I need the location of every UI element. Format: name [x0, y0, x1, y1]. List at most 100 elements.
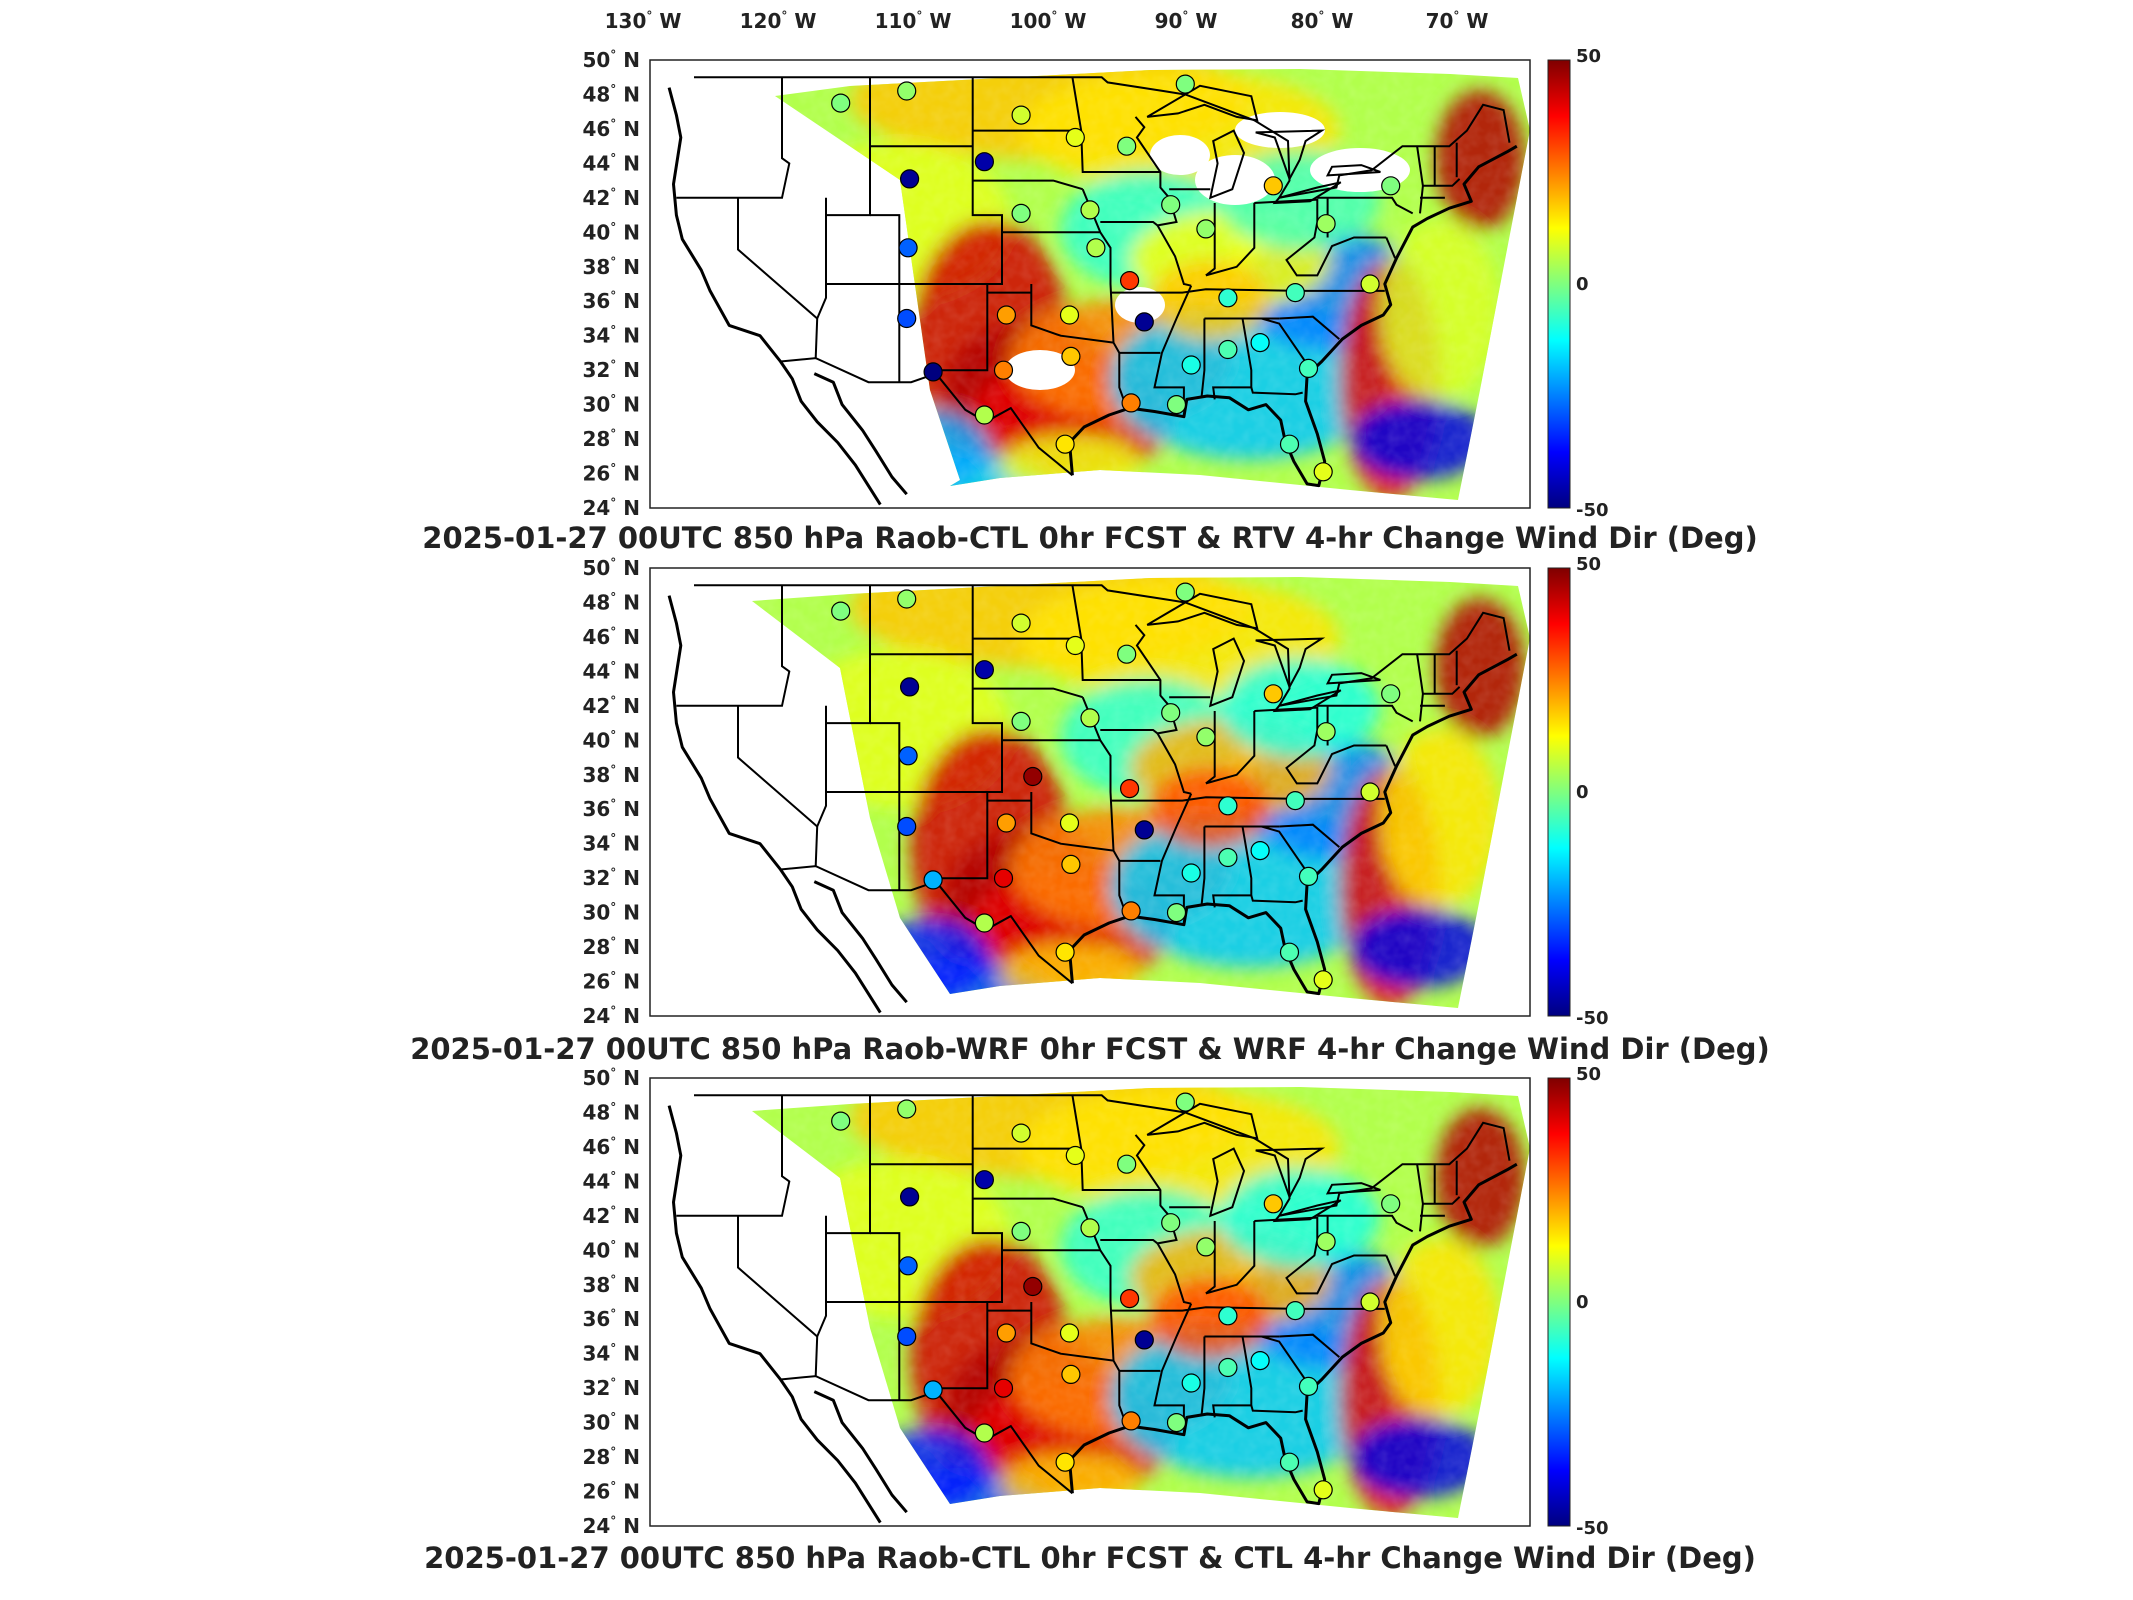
map-panel: 50° N 48° N 46° N 44° N 42° N 40° N 38° N 36° N… [424, 1064, 1756, 1575]
colorbar-tick-label: 0 [1576, 782, 1589, 803]
lake-outline [1325, 164, 1381, 177]
wind-direction-field [775, 69, 1530, 500]
state-border [1254, 706, 1387, 785]
lat-tick-label: 32° N [582, 866, 640, 890]
raob-station-marker [1285, 283, 1305, 303]
raob-station-marker [1055, 942, 1075, 962]
lat-tick-label: 38° N [582, 763, 640, 787]
lat-tick-label: 32° N [582, 358, 640, 382]
plot-area [650, 60, 1530, 508]
raob-station-marker [1061, 1364, 1081, 1385]
raob-station-marker [974, 405, 995, 425]
state-border [1153, 285, 1193, 402]
plot-area [650, 568, 1530, 1016]
raob-station-marker [1134, 312, 1154, 332]
lon-tick-label: 100° W [1010, 9, 1087, 33]
raob-station-marker [1360, 1292, 1380, 1312]
country-border [780, 357, 1074, 477]
state-border [814, 705, 827, 867]
raob-station-marker [993, 1378, 1014, 1398]
state-border [1205, 1221, 1216, 1295]
state-border [1279, 823, 1340, 848]
lat-tick-label: 44° N [582, 151, 640, 175]
raob-stations [831, 1092, 1401, 1500]
raob-station-marker [1298, 1376, 1319, 1397]
state-border [1156, 1242, 1192, 1305]
raob-station-marker [1175, 1092, 1195, 1112]
state-border [1250, 895, 1303, 904]
colorbar [1547, 567, 1571, 1017]
lat-tick-label: 36° N [582, 289, 640, 313]
raob-station-marker [1080, 708, 1100, 728]
colorbar-tick-label: 0 [1576, 1292, 1589, 1313]
state-border [737, 1215, 818, 1338]
coastline [667, 1105, 882, 1524]
state-border [870, 214, 901, 383]
raob-station-marker [996, 813, 1017, 833]
raob-station-marker [1279, 942, 1300, 962]
state-border [1200, 1336, 1206, 1416]
raob-station-marker [897, 589, 917, 609]
state-border [1110, 796, 1385, 802]
colorbar-tick-label: 50 [1576, 554, 1601, 575]
plot-frame [649, 59, 1531, 509]
state-border [1317, 704, 1414, 723]
country-border [780, 865, 1074, 985]
longitude-labels: 130° W 120° W 110° W 100° W 90° W 80° W 70° W [605, 9, 1489, 33]
raob-station-marker [1381, 684, 1401, 704]
lake-outline [1146, 84, 1259, 122]
raob-station-marker [1086, 238, 1106, 258]
lon-tick-label: 130° W [605, 9, 682, 33]
raob-station-marker [1166, 1412, 1187, 1433]
state-border [676, 585, 791, 707]
state-border [1317, 196, 1414, 215]
raob-station-marker [1360, 274, 1380, 294]
lat-tick-label: 46° N [582, 117, 640, 141]
state-border [1156, 224, 1192, 287]
lat-tick-label: 30° N [582, 1411, 640, 1435]
raob-station-marker [996, 1323, 1017, 1343]
raob-station-marker [1313, 1480, 1333, 1500]
raob-station-marker [1181, 863, 1201, 883]
raob-station-marker [1161, 1213, 1181, 1233]
lat-tick-label: 26° N [582, 1480, 640, 1504]
state-border [1261, 825, 1311, 877]
raob-station-marker [897, 816, 917, 837]
lat-tick-label: 50° N [582, 556, 640, 580]
state-border [1261, 1335, 1311, 1387]
raob-station-marker [1121, 1411, 1141, 1431]
coastline [1068, 144, 1518, 488]
coastline [813, 1390, 908, 1514]
raob-station-marker [897, 1326, 917, 1347]
raob-station-marker [1316, 722, 1336, 742]
missing-data-patch [1150, 135, 1210, 175]
raob-station-marker [1285, 1300, 1305, 1321]
raob-station-marker [1121, 901, 1141, 921]
raob-station-marker [1218, 1357, 1238, 1378]
raob-station-marker [1117, 136, 1137, 156]
raob-station-marker [1065, 127, 1085, 148]
coastline [1068, 652, 1518, 996]
lake-outline [1208, 637, 1246, 708]
country-border [694, 76, 1511, 200]
raob-station-marker [831, 1111, 851, 1131]
lat-tick-label: 34° N [582, 1342, 640, 1366]
raob-station-marker [1080, 1218, 1100, 1238]
lake-outline [1255, 1147, 1326, 1200]
lake-outline [1272, 689, 1342, 713]
lat-tick-label: 30° N [582, 901, 640, 925]
raob-station-marker [1121, 393, 1141, 413]
lake-outline [1255, 637, 1326, 690]
state-border [1200, 318, 1206, 398]
raob-station-marker [1119, 271, 1140, 291]
country-border [694, 584, 1511, 708]
raob-station-marker [1011, 1221, 1031, 1242]
raob-station-marker [1279, 1452, 1300, 1472]
raob-station-marker [1011, 105, 1031, 125]
state-border [1081, 1206, 1128, 1427]
state-border [1030, 792, 1114, 852]
raob-station-marker [899, 169, 920, 189]
raob-station-marker [1263, 1194, 1283, 1214]
raob-station-marker [923, 870, 943, 890]
state-border [1071, 77, 1161, 173]
